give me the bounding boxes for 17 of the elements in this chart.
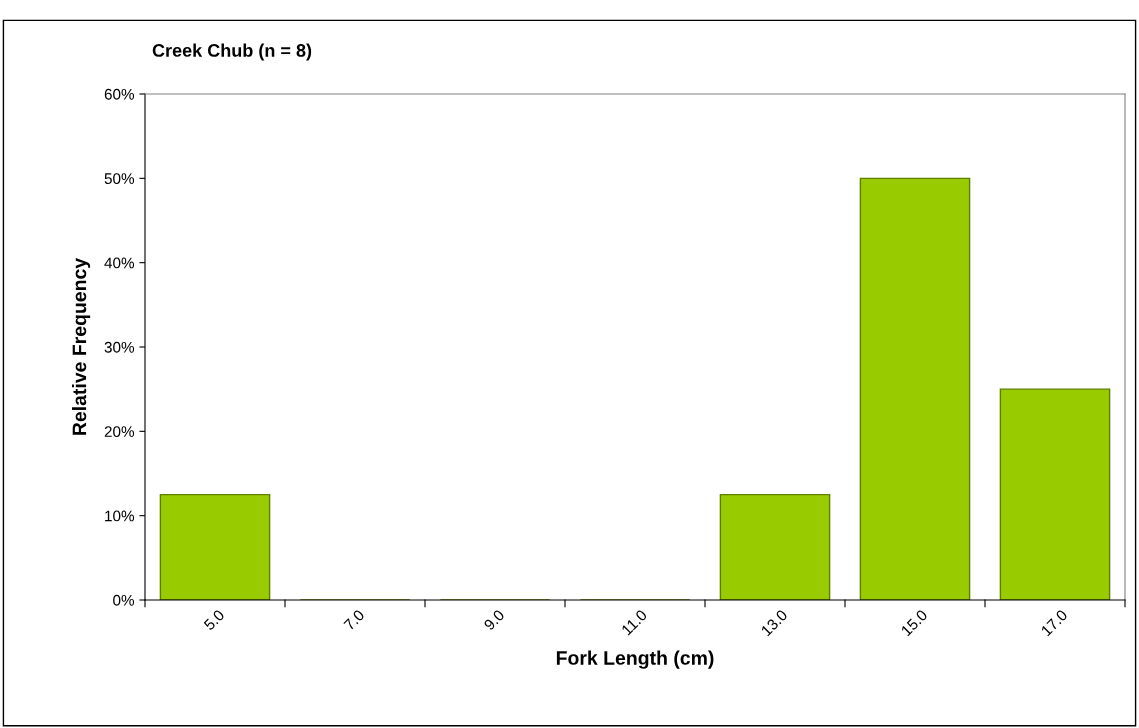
y-tick-label: 60% [104,88,135,100]
chart-title: Creek Chub (n = 8) [152,43,312,61]
x-axis-title: Fork Length (cm) [556,650,714,669]
x-tick-label: 5.0 [203,609,225,631]
y-tick-label: 30% [104,341,135,353]
bar [159,493,271,600]
y-tick-label: 40% [104,257,135,269]
y-tick-label: 0% [113,594,135,606]
x-tick-label: 7.0 [343,609,365,631]
y-tick-label: 50% [104,173,135,185]
bar [719,493,831,600]
y-tick-label: 10% [105,510,135,522]
x-tick-label: 9.0 [483,609,505,631]
y-tick-label: 20% [104,426,135,438]
bar [999,388,1111,600]
bar [859,177,971,600]
y-axis-title: Relative Frequency [71,257,91,435]
